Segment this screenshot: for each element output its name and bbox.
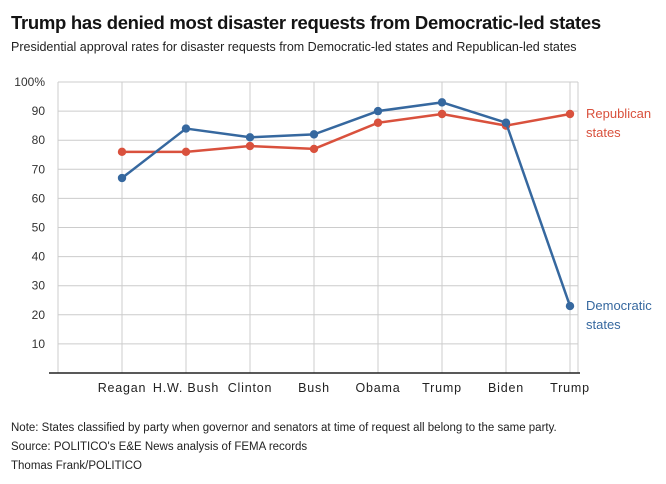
y-tick-label: 40 [32, 250, 46, 264]
legend-label-democratic: Democratic [586, 298, 652, 313]
legend-label-republican: Republican [586, 106, 651, 121]
data-point-republican [373, 118, 383, 127]
x-tick-label: Biden [488, 381, 524, 395]
x-tick-label: Trump [550, 381, 590, 395]
data-point-republican [117, 147, 127, 157]
data-point-republican [181, 147, 191, 157]
y-tick-label: 80 [32, 133, 46, 147]
chart-footer: Note: States classified by party when go… [11, 419, 557, 476]
y-tick-label: 90 [32, 104, 46, 118]
x-tick-label: Clinton [228, 381, 273, 395]
line-chart: 10 20 30 40 50 60 70 80 90 100% Reagan H.W. Bush Cli… [14, 75, 652, 395]
data-point-democratic [501, 118, 511, 127]
x-tick-label: Trump [422, 381, 462, 395]
y-tick-label: 60 [32, 191, 46, 205]
x-tick-label: Obama [356, 381, 401, 395]
x-tick-label: H.W. Bush [153, 381, 219, 395]
footer-credit: Thomas Frank/POLITICO [11, 460, 143, 472]
data-point-democratic [565, 301, 575, 311]
series-line-democratic [121, 101, 572, 307]
series-line-republican [122, 112, 571, 154]
footer-note: Note: States classified by party when go… [11, 422, 557, 434]
x-tick-label: Bush [298, 381, 330, 395]
legend-label-republican: states [586, 125, 621, 140]
data-point-democratic [437, 98, 447, 107]
data-point-democratic [117, 173, 127, 183]
data-point-democratic [245, 133, 255, 142]
data-point-republican [565, 109, 575, 119]
y-tick-label: 50 [32, 221, 46, 235]
legend-label-democratic: states [586, 317, 621, 332]
y-tick-label: 10 [32, 337, 46, 351]
chart-title: Trump has denied most disaster requests … [11, 12, 601, 33]
data-point-republican [245, 141, 255, 151]
data-point-republican [437, 109, 447, 119]
y-tick-label: 30 [32, 279, 46, 293]
chart-subtitle: Presidential approval rates for disaster… [11, 40, 577, 54]
y-tick-label: 20 [32, 308, 46, 322]
footer-source: Source: POLITICO's E&E News analysis of … [11, 441, 308, 453]
data-point-republican [309, 144, 319, 154]
y-tick-label: 100% [14, 75, 45, 89]
y-tick-label: 70 [32, 162, 46, 176]
data-point-democratic [373, 106, 383, 116]
x-tick-label: Reagan [98, 381, 147, 395]
data-point-democratic [181, 124, 191, 133]
data-point-democratic [309, 130, 319, 139]
